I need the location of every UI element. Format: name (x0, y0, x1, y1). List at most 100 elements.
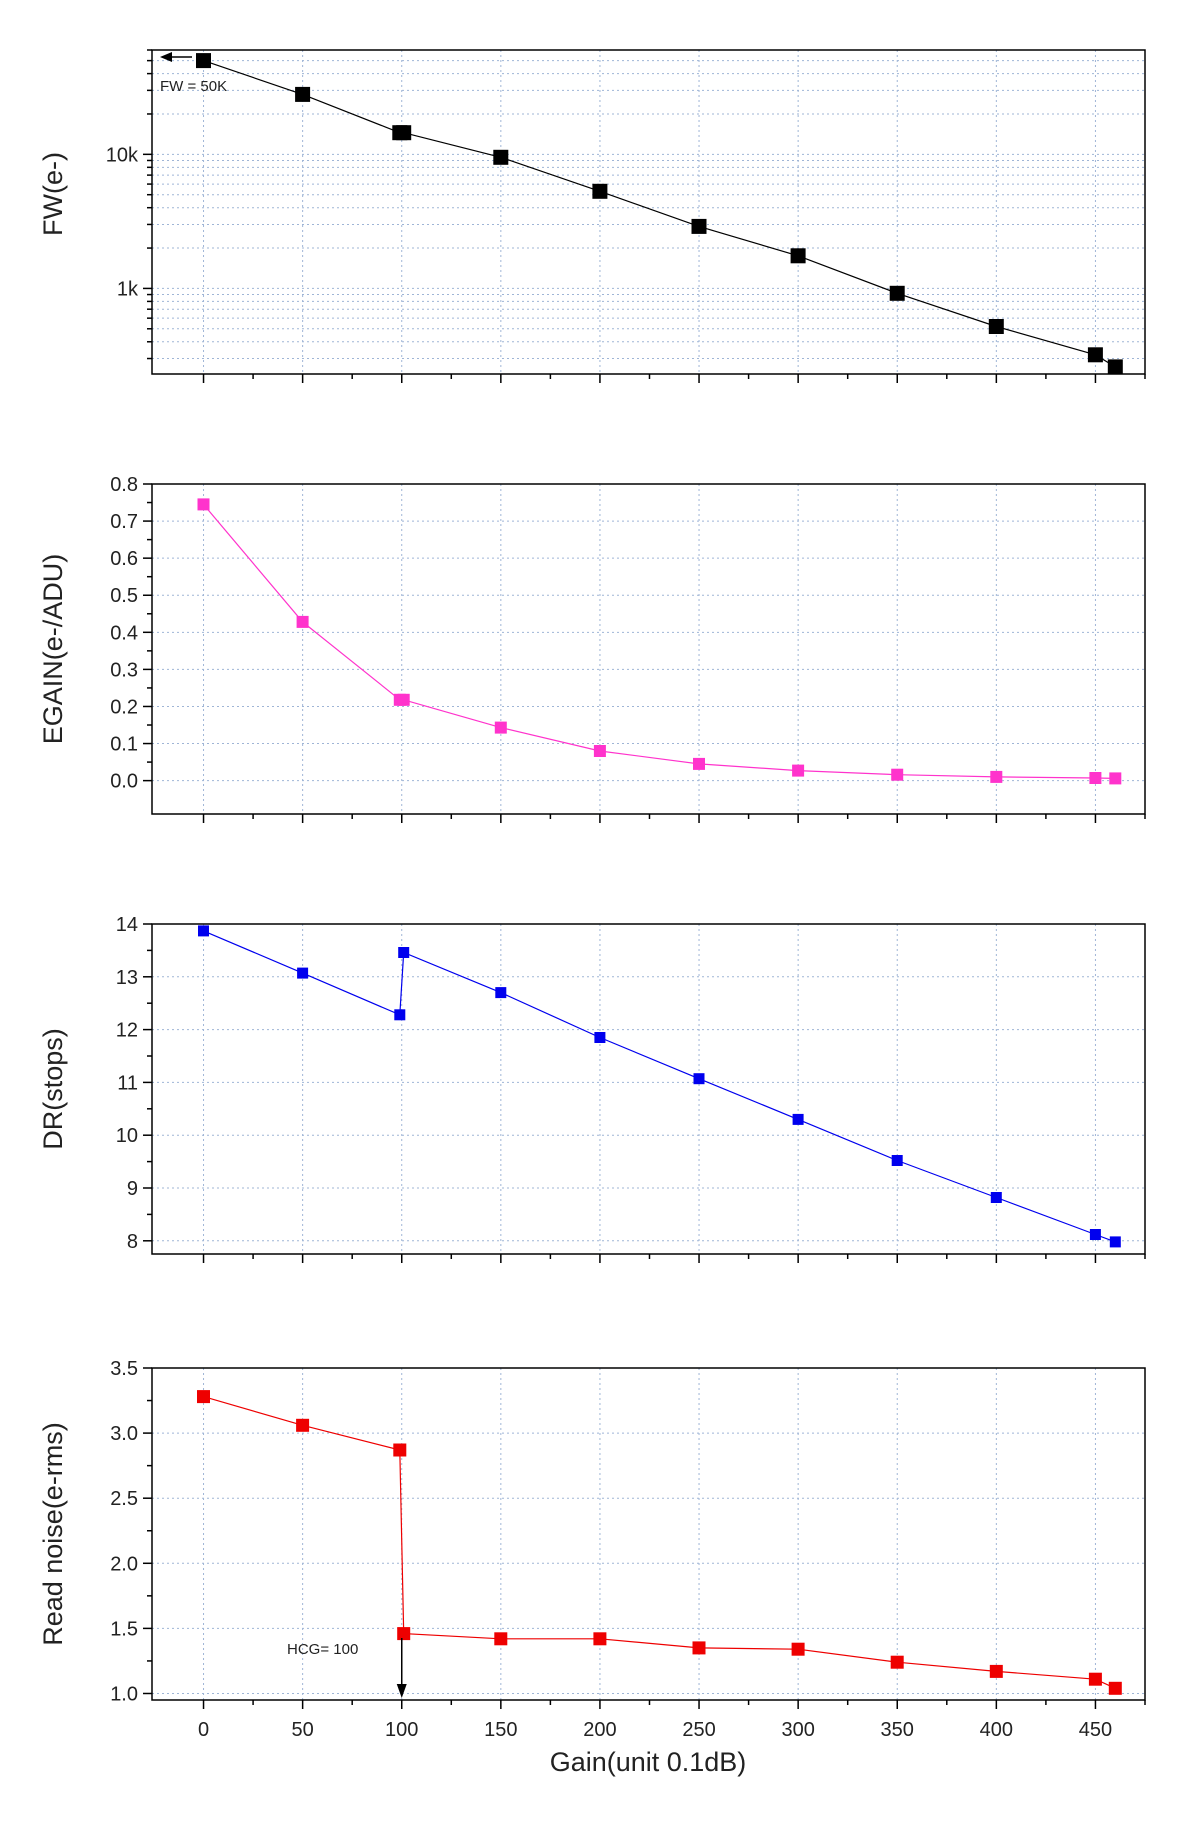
x-tick-label: 350 (881, 1719, 914, 1741)
fw-data-point (592, 183, 608, 199)
dr-data-point (398, 947, 410, 958)
fw-data-point (988, 319, 1004, 334)
dr-plot-frame (151, 923, 1146, 1255)
dr-y-tick-label: 14 (116, 914, 138, 936)
fw-grid (152, 49, 1145, 374)
fw-data-point (196, 53, 211, 69)
egain-data-point (296, 615, 309, 628)
egain-grid (152, 484, 1145, 814)
egain-series-line (203, 504, 1116, 779)
dr-y-tick-label: 13 (116, 967, 138, 989)
egain-data-point (1089, 772, 1102, 784)
fw-series-line (203, 60, 1116, 368)
dr-data-point (394, 1009, 406, 1021)
fw-data-point (889, 285, 905, 301)
egain-data-point (1109, 772, 1122, 785)
noise-annotation: HCG= 100 (287, 1638, 407, 1698)
x-tick-label: 150 (484, 1719, 517, 1741)
noise-y-tick-label: 1.5 (110, 1618, 138, 1640)
egain-y-tick-label: 0.6 (110, 548, 138, 570)
x-axis-label: Gain(unit 0.1dB) (550, 1747, 747, 1777)
noise-data-point (890, 1655, 904, 1669)
fw-data-point (1087, 347, 1103, 363)
dr-series-line (203, 930, 1116, 1243)
noise-y-tick-label: 3.0 (110, 1423, 138, 1445)
x-tick-label: 200 (583, 1719, 616, 1741)
dr-data-point (693, 1073, 705, 1085)
noise-y-tick-label: 2.5 (110, 1488, 138, 1510)
noise-y-tick-label: 2.0 (110, 1553, 138, 1575)
dr-data-point (891, 1155, 903, 1166)
fw-annotation: FW = 50K (160, 52, 227, 95)
egain-y-tick-label: 0.5 (110, 585, 138, 607)
dr-y-tick-label: 9 (127, 1178, 138, 1200)
noise-data-point (989, 1664, 1003, 1678)
fw-plot-frame (151, 49, 1146, 375)
fw-annotation-text: FW = 50K (160, 78, 227, 95)
noise-data-point (393, 1443, 407, 1457)
x-tick-label: 300 (781, 1719, 814, 1741)
panel-dr: 8 9 10 11 12 13 14 DR(stops) (38, 914, 1146, 1263)
fw-y-axis-label: FW(e-) (38, 152, 68, 236)
egain-data-point (792, 764, 805, 777)
dr-data-point (1109, 1236, 1121, 1248)
panel-fw: 1k 10k FW = 50K FW(e-) (38, 49, 1146, 383)
egain-y-tick-label: 0.1 (110, 734, 138, 756)
egain-data-point (494, 721, 507, 734)
noise-series-line (203, 1396, 1116, 1689)
panel-read-noise: 1.0 1.5 2.0 2.5 3.0 3.5 HCG= 100 Read noise(e… (38, 1358, 1146, 1709)
egain-y-tick-label: 0.2 (110, 696, 138, 718)
dr-data-point (594, 1032, 606, 1043)
x-tick-label: 0 (198, 1719, 209, 1741)
dr-grid (152, 924, 1145, 1254)
dr-data-point (495, 987, 507, 999)
fw-y-tick-label: 1k (117, 278, 139, 300)
egain-y-tick-label: 0.3 (110, 659, 138, 681)
noise-y-tick-label: 3.5 (110, 1358, 138, 1380)
egain-data-point (693, 757, 705, 770)
x-tick-label: 450 (1079, 1719, 1112, 1741)
egain-data-point (197, 498, 210, 511)
egain-data-point (990, 770, 1003, 783)
noise-y-axis-label: Read noise(e-rms) (38, 1422, 68, 1646)
noise-data-point (494, 1632, 508, 1646)
fw-ticks: 1k 10k (106, 49, 1146, 383)
x-tick-label: 50 (292, 1719, 314, 1741)
noise-data-point (1108, 1681, 1122, 1695)
fw-arrow-head (160, 52, 172, 62)
fw-data-point (1107, 359, 1123, 375)
egain-y-tick-label: 0.7 (110, 511, 138, 533)
dr-data-point (990, 1192, 1002, 1203)
noise-data-point (296, 1418, 310, 1432)
dr-data-point (297, 967, 309, 979)
egain-data-point (593, 745, 606, 757)
egain-y-axis-label: EGAIN(e-/ADU) (38, 554, 68, 745)
fw-data-point (493, 149, 509, 165)
dr-y-tick-label: 11 (117, 1072, 138, 1094)
fw-data-point (396, 125, 412, 141)
dr-data-point (1089, 1229, 1101, 1240)
egain-y-tick-label: 0.4 (110, 622, 138, 644)
dr-y-tick-label: 10 (116, 1125, 138, 1147)
noise-data-point (1088, 1672, 1102, 1686)
hcg-annotation-text: HCG= 100 (287, 1641, 358, 1658)
noise-data-point (791, 1642, 805, 1656)
noise-data-point (593, 1632, 607, 1646)
fw-data-point (790, 248, 806, 264)
fw-y-tick-label: 10k (106, 144, 139, 166)
dr-y-tick-label: 12 (116, 1020, 138, 1042)
egain-y-tick-label: 0.8 (110, 474, 138, 496)
dr-data-point (792, 1113, 804, 1125)
egain-ticks: 0.0 0.1 0.2 0.3 0.4 0.5 0.6 0.7 0.8 (110, 474, 1146, 823)
panel-egain: 0.0 0.1 0.2 0.3 0.4 0.5 0.6 0.7 0.8 EGAIN(e-/ADU… (38, 474, 1146, 823)
noise-series (197, 1390, 1122, 1695)
noise-plot-frame (151, 1367, 1146, 1701)
x-tick-label: 400 (980, 1719, 1013, 1741)
dr-y-axis-label: DR(stops) (38, 1028, 68, 1150)
dr-y-tick-label: 8 (127, 1231, 138, 1253)
egain-plot-frame (151, 483, 1146, 815)
fw-data-point (691, 218, 707, 234)
egain-data-point (891, 768, 904, 781)
noise-data-point (397, 1627, 411, 1641)
egain-y-tick-label: 0.0 (110, 771, 138, 793)
